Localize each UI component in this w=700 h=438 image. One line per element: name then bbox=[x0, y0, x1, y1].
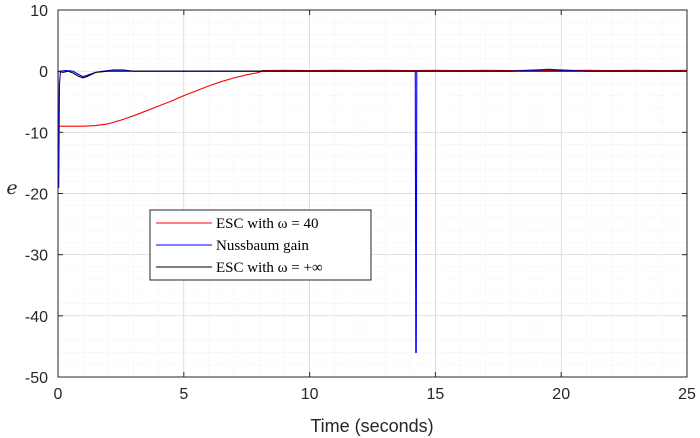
y-tick-label: -40 bbox=[25, 309, 48, 326]
legend-label: ESC with ω = +∞ bbox=[216, 260, 323, 276]
series-line bbox=[57, 69, 688, 127]
y-tick-label: -30 bbox=[25, 248, 48, 265]
y-tick-label: 10 bbox=[30, 3, 48, 20]
x-tick-label: 10 bbox=[301, 386, 319, 403]
legend-label: Nussbaum gain bbox=[216, 238, 309, 254]
legend-label: ESC with ω = 40 bbox=[216, 216, 319, 232]
series-layer bbox=[57, 68, 688, 354]
y-tick-label: -10 bbox=[25, 125, 48, 142]
ticks bbox=[57, 9, 688, 378]
x-tick-label: 25 bbox=[678, 386, 696, 403]
legend: ESC with ω = 40 Nussbaum gain ESC with ω =… bbox=[149, 209, 372, 281]
major-grid bbox=[57, 9, 688, 378]
y-tick-label: -50 bbox=[25, 370, 48, 387]
x-tick-label: 0 bbox=[54, 386, 63, 403]
y-tick-label: -20 bbox=[25, 187, 48, 204]
x-tick-label: 15 bbox=[427, 386, 445, 403]
tick-labels: 0 5 10 15 20 25 -50 -40 -30 -20 -10 0 10 bbox=[25, 3, 696, 403]
y-axis-label: e bbox=[6, 177, 17, 199]
x-axis-label: Time (seconds) bbox=[310, 416, 433, 436]
y-tick-label: 0 bbox=[39, 64, 48, 81]
x-tick-label: 5 bbox=[179, 386, 188, 403]
series-line bbox=[57, 70, 687, 79]
x-tick-label: 20 bbox=[552, 386, 570, 403]
